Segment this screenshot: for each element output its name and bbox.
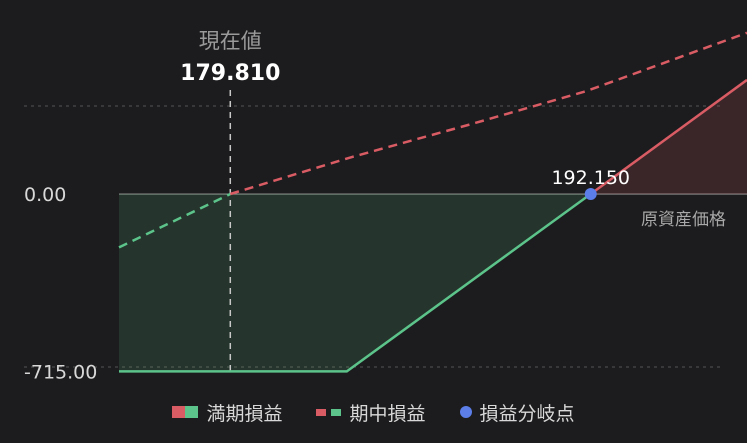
- legend-item-interim-pnl[interactable]: 期中損益: [316, 399, 426, 426]
- legend-swatch-dashed-icon: [316, 408, 342, 416]
- line-layer: [118, 31, 747, 373]
- chart-legend: 満期損益 期中損益 損益分岐点: [0, 396, 747, 428]
- interim-pnl-profit-line: [229, 31, 747, 196]
- legend-swatch-dot-icon: [459, 406, 472, 418]
- expiry-pnl-profit-line: [589, 78, 747, 196]
- grid-layer: [24, 105, 747, 368]
- breakeven-label: 192.150: [551, 167, 630, 189]
- y-tick-label-1: -715.00: [24, 361, 97, 383]
- y-tick-label-0: 0.00: [24, 184, 66, 206]
- payoff-chart: 現在値 179.810 192.150 原資産価格 0.00 -715.00: [24, 29, 747, 383]
- current-value-number: 179.810: [180, 61, 280, 86]
- loss-area: [119, 194, 591, 372]
- breakeven-point: [584, 188, 597, 201]
- legend-swatch-solid-icon: [172, 406, 199, 418]
- expiry-pnl-loss-line: [119, 192, 592, 373]
- interim-pnl-loss-line: [118, 192, 231, 249]
- legend-item-expiry-pnl[interactable]: 満期損益: [172, 399, 282, 426]
- legend-label-interim-pnl: 期中損益: [349, 402, 426, 425]
- legend-item-breakeven[interactable]: 損益分岐点: [459, 399, 575, 426]
- text-layer: 現在値 179.810 192.150 原資産価格 0.00 -715.00: [24, 29, 726, 383]
- legend-label-expiry-pnl: 満期損益: [206, 402, 283, 425]
- current-value-label: 現在値: [199, 29, 262, 53]
- legend-label-breakeven: 損益分岐点: [479, 402, 575, 425]
- x-axis-label: 原資産価格: [641, 210, 726, 230]
